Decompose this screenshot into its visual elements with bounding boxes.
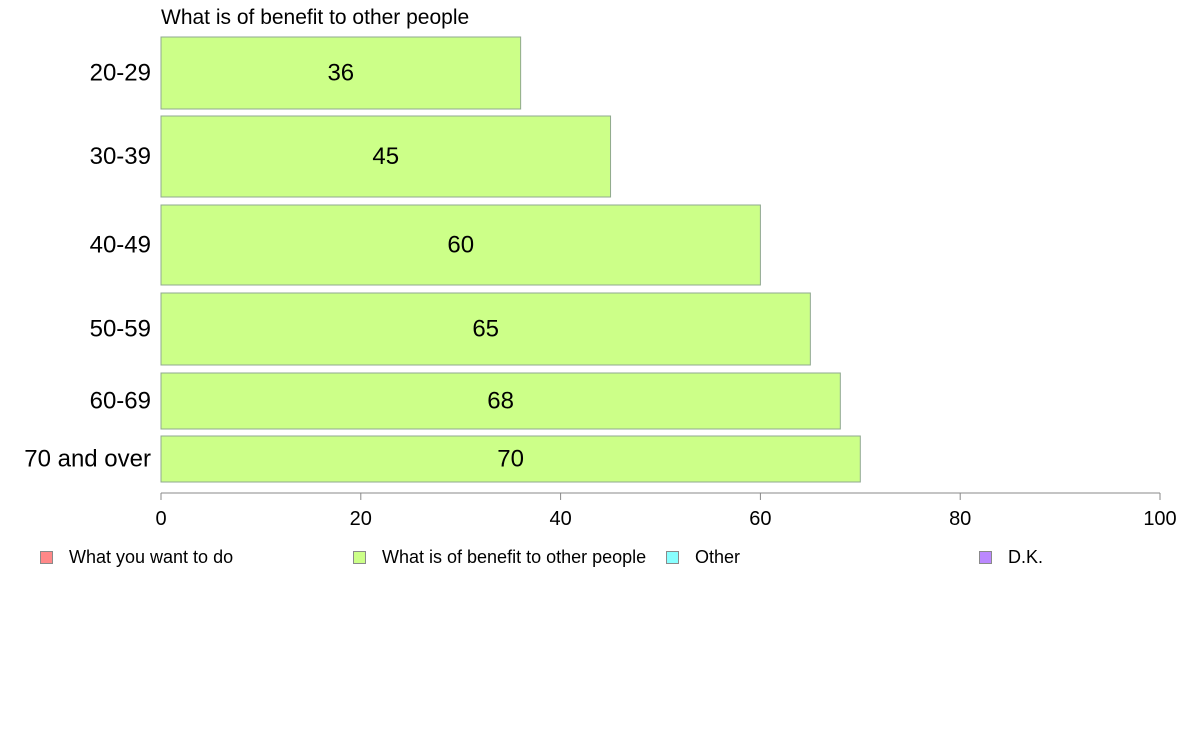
x-tick-label-3: 60 [749, 508, 771, 530]
category-label-0: 20-29 [90, 60, 151, 87]
legend-swatch-1 [353, 550, 366, 564]
bars-group: 20-29 36 30-39 45 40-49 60 50-59 65 60-69 68 70 an… [24, 36, 861, 483]
x-tick-label-2: 40 [549, 508, 571, 530]
legend: What you want to do What is of benefit to… [0, 545, 1188, 569]
data-label-1: 45 [372, 143, 399, 170]
legend-item-2: Other [666, 545, 740, 569]
category-label-5: 70 and over [24, 446, 151, 473]
legend-label-0: What you want to do [69, 546, 234, 567]
chart-title: What is of benefit to other people [161, 6, 469, 29]
legend-swatch-3 [979, 550, 992, 564]
x-tick-label-5: 100 [1143, 508, 1176, 530]
legend-item-1: What is of benefit to other people [353, 545, 646, 569]
x-tick-label-4: 80 [949, 508, 971, 530]
data-label-2: 60 [447, 232, 474, 259]
x-axis: 0 20 40 60 80 100 [155, 492, 1177, 530]
bar-3 [160, 292, 811, 366]
x-tick-label-1: 20 [350, 508, 372, 530]
data-label-5: 70 [497, 446, 524, 473]
bar-4 [160, 372, 841, 430]
data-label-4: 68 [487, 388, 514, 415]
bar-0 [160, 36, 522, 110]
data-label-0: 36 [327, 60, 354, 87]
legend-label-2: Other [695, 546, 741, 567]
bar-5 [160, 435, 861, 483]
legend-label-3: D.K. [1008, 546, 1044, 567]
category-label-4: 60-69 [90, 388, 151, 415]
category-label-2: 40-49 [90, 232, 151, 259]
category-label-3: 50-59 [90, 316, 151, 343]
legend-swatch-0 [40, 550, 53, 564]
bar-chart: What is of benefit to other people 20-29… [24, 6, 1177, 530]
category-label-1: 30-39 [90, 143, 151, 170]
legend-item-3: D.K. [979, 545, 1043, 569]
legend-item-0: What you want to do [40, 545, 233, 569]
legend-label-1: What is of benefit to other people [382, 546, 647, 567]
data-label-3: 65 [472, 316, 499, 343]
bar-2 [160, 204, 761, 286]
legend-swatch-2 [666, 550, 679, 564]
x-tick-label-0: 0 [155, 508, 166, 530]
bar-1 [160, 115, 612, 198]
